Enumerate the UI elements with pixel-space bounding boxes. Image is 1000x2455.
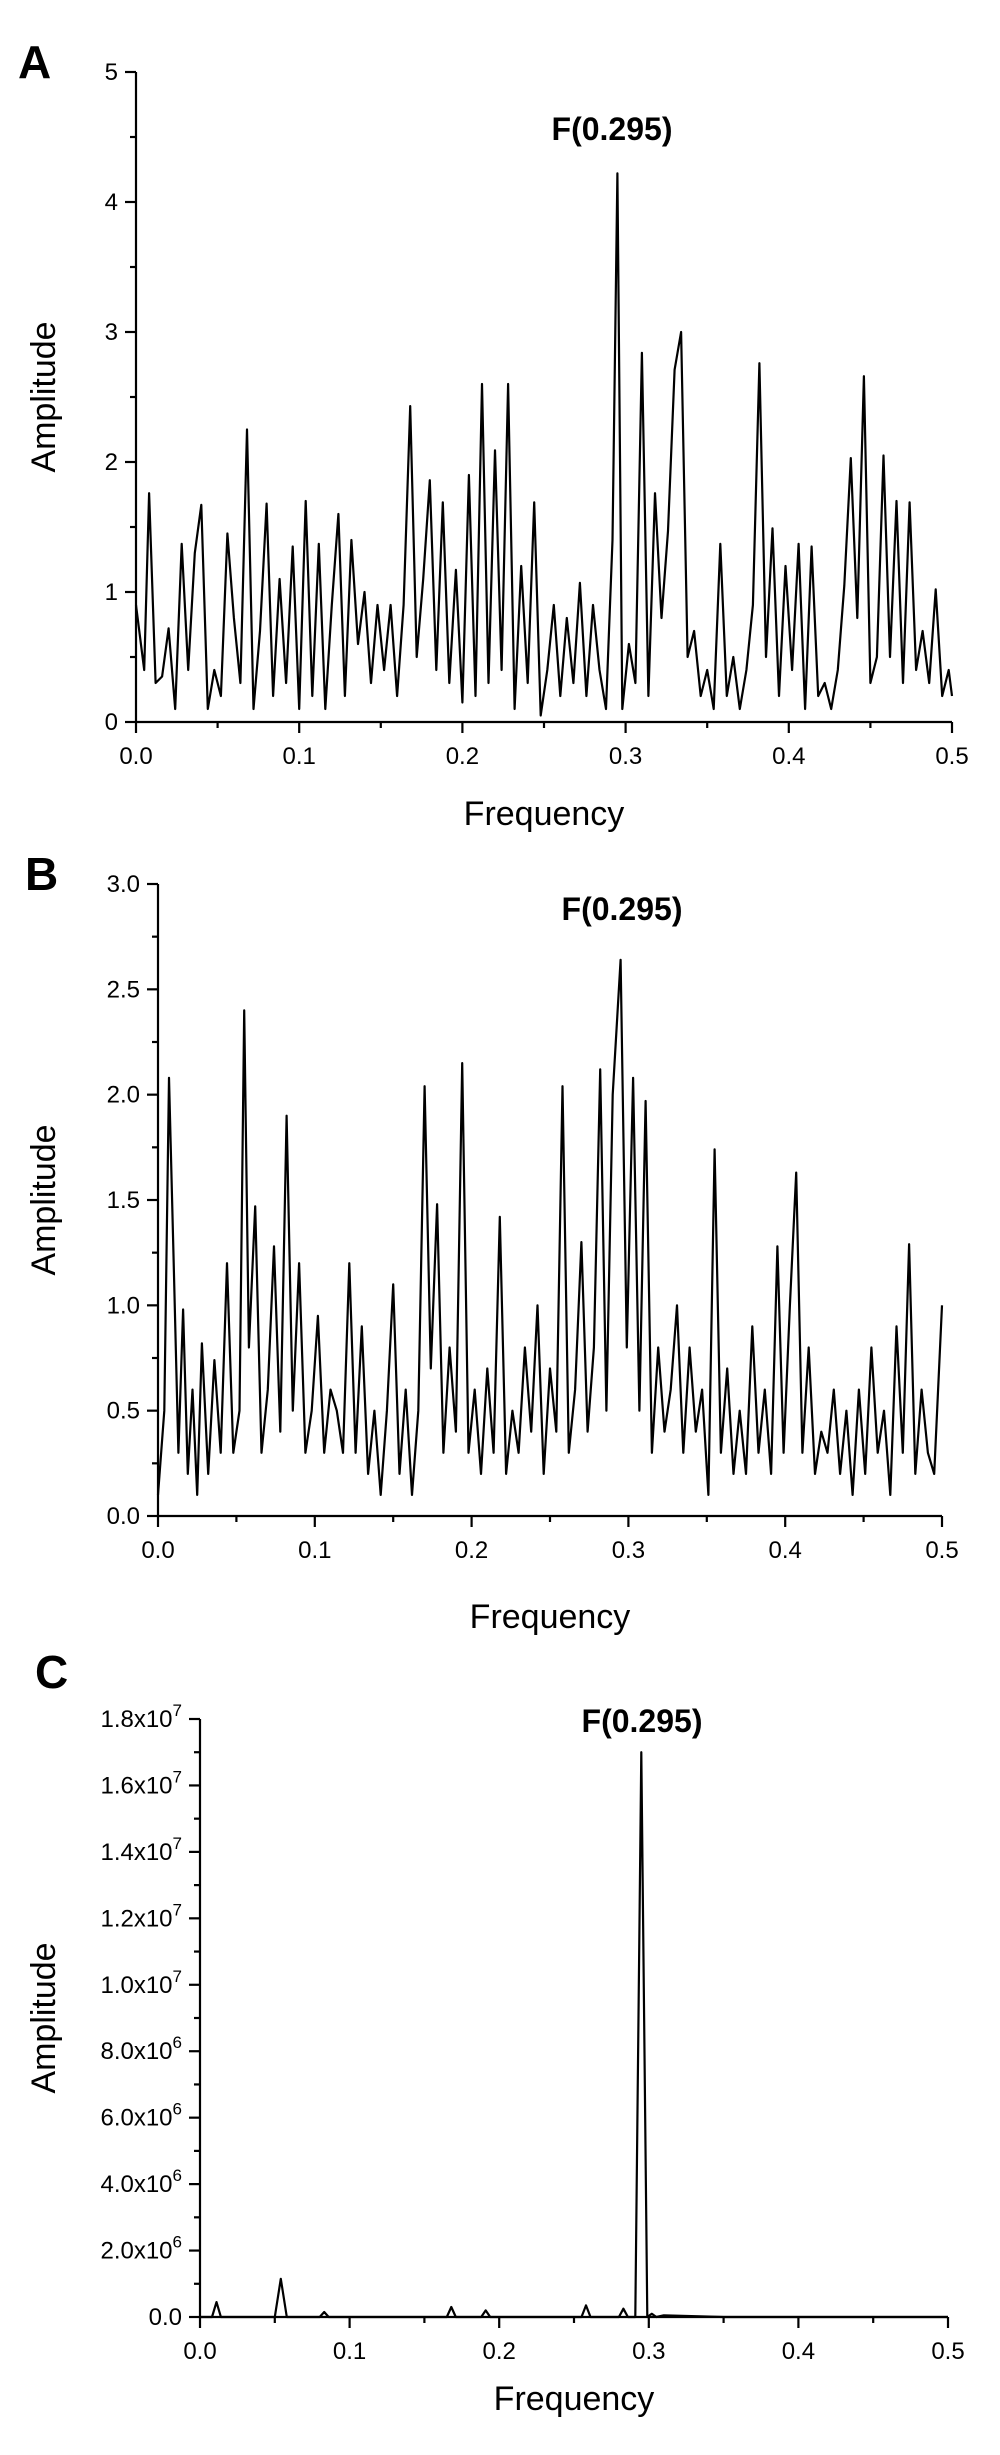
y-tick-label-a: 5: [105, 59, 118, 86]
amplitude-series-a: [134, 172, 954, 717]
y-tick-label-b: 0.0: [107, 1503, 140, 1530]
panel-letter-c: C: [35, 1646, 68, 1698]
x-tick-label-a: 0.0: [119, 743, 152, 770]
x-tick-label-b: 0.0: [141, 1537, 174, 1564]
y-tick-label-b: 1.5: [107, 1187, 140, 1214]
y-tick-label-c: 1.6x107: [100, 1767, 182, 1799]
y-tick-label-a: 1: [105, 579, 118, 606]
peak-annotation-a: F(0.295): [552, 111, 673, 147]
panel-letter-b: B: [25, 848, 58, 900]
y-tick-label-b: 1.0: [107, 1292, 140, 1319]
y-tick-label-c: 1.2x107: [100, 1900, 182, 1932]
x-tick-label-a: 0.3: [609, 743, 642, 770]
y-tick-label-c: 8.0x106: [100, 2033, 182, 2065]
x-tick-label-c: 0.3: [632, 2338, 665, 2365]
x-tick-label-b: 0.2: [455, 1537, 488, 1564]
peak-annotation-b: F(0.295): [562, 891, 683, 927]
x-tick-label-b: 0.1: [298, 1537, 331, 1564]
peak-annotation-c: F(0.295): [582, 1703, 703, 1739]
y-tick-label-c: 4.0x106: [100, 2166, 182, 2198]
x-tick-label-c: 0.2: [483, 2338, 516, 2365]
panel-b: B F(0.295) Amplitude Frequency 0.0 0.1 0.2…: [25, 848, 959, 1636]
y-axis-title-c: Amplitude: [25, 1942, 63, 2093]
y-tick-label-a: 4: [105, 189, 118, 216]
y-tick-label-b: 2.0: [107, 1082, 140, 1109]
x-tick-label-b: 0.4: [769, 1537, 802, 1564]
x-axis-title-a: Frequency: [464, 795, 625, 833]
y-tick-label-b: 0.5: [107, 1398, 140, 1425]
x-tick-label-c: 0.0: [183, 2338, 216, 2365]
x-tick-label-c: 0.1: [333, 2338, 366, 2365]
y-tick-label-c: 1.4x107: [100, 1834, 182, 1866]
x-axis-title-b: Frequency: [470, 1598, 631, 1636]
y-axis-title-b: Amplitude: [25, 1124, 63, 1275]
y-tick-label-c: 0.0: [149, 2304, 182, 2331]
panel-letter-a: A: [18, 36, 51, 88]
y-tick-label-a: 0: [105, 709, 118, 736]
x-axis-title-c: Frequency: [494, 2380, 655, 2418]
x-tick-label-c: 0.4: [782, 2338, 815, 2365]
x-tick-label-a: 0.4: [772, 743, 805, 770]
x-tick-label-b: 0.5: [925, 1537, 958, 1564]
x-tick-label-a: 0.1: [283, 743, 316, 770]
y-tick-label-b: 2.5: [107, 976, 140, 1003]
x-tick-label-b: 0.3: [612, 1537, 645, 1564]
amplitude-series-c: [200, 1751, 948, 2319]
panel-c: C F(0.295) Amplitude Frequency 0.0 0.1 0.2…: [25, 1646, 965, 2418]
y-tick-label-a: 2: [105, 449, 118, 476]
x-tick-label-c: 0.5: [931, 2338, 964, 2365]
amplitude-series-b: [156, 958, 944, 1496]
x-tick-label-a: 0.2: [446, 743, 479, 770]
y-tick-label-c: 1.0x107: [100, 1967, 182, 1999]
y-tick-label-c: 1.8x107: [100, 1701, 182, 1733]
y-tick-label-a: 3: [105, 319, 118, 346]
panel-a: A F(0.295) Amplitude Frequency 0.0 0.1 0.2…: [18, 36, 969, 833]
y-axis-title-a: Amplitude: [25, 321, 63, 472]
x-tick-label-a: 0.5: [935, 743, 968, 770]
y-tick-label-c: 2.0x106: [100, 2233, 182, 2265]
y-tick-label-c: 6.0x106: [100, 2100, 182, 2132]
y-tick-label-b: 3.0: [107, 871, 140, 898]
